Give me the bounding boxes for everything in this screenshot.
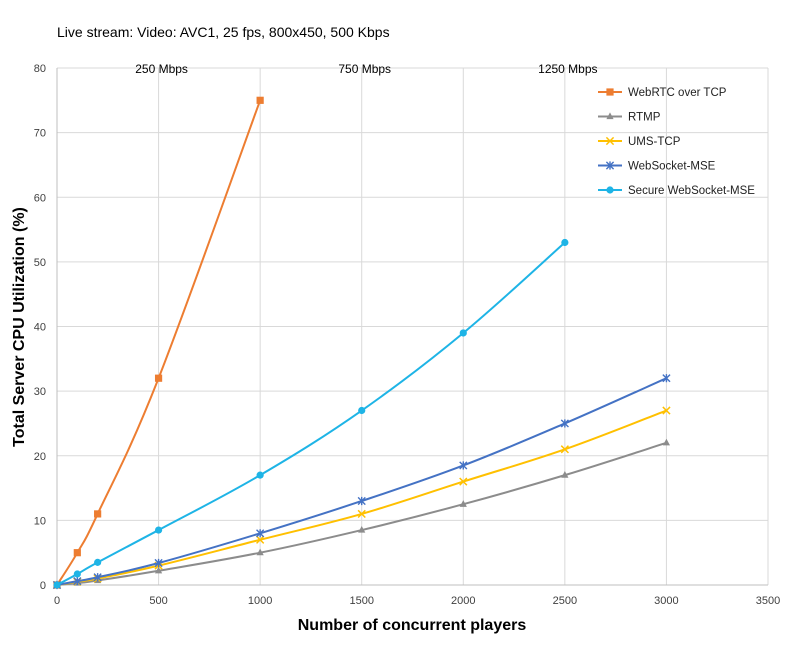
axes: 0 500 1000 1500 2000 2500 3000 3500 0 10 20 30 40 50 6… [34, 63, 780, 607]
x-axis-title: Number of concurrent players [298, 617, 527, 634]
data-point [561, 471, 569, 478]
data-point [93, 573, 102, 582]
x-tick-label: 500 [149, 595, 167, 607]
bandwidth-label: 750 Mbps [338, 62, 391, 76]
data-point [256, 96, 264, 104]
data-point [606, 88, 614, 96]
data-point [606, 186, 614, 194]
data-point [459, 477, 468, 486]
y-tick-label: 80 [34, 63, 46, 75]
x-tick-label: 3500 [756, 595, 780, 607]
y-tick-label: 50 [34, 257, 46, 269]
series-line [56, 441, 667, 586]
data-point [154, 374, 163, 382]
legend-label: RTMP [628, 112, 661, 124]
data-point [560, 445, 569, 454]
legend-label: WebSocket-MSE [628, 161, 716, 173]
y-tick-label: 0 [40, 580, 46, 592]
series-secure-websocket-mse [53, 238, 569, 589]
legend-label: UMS-TCP [628, 136, 681, 148]
y-tick-label: 30 [34, 386, 46, 398]
data-point [662, 438, 671, 446]
data-point [459, 329, 467, 337]
data-point [256, 471, 264, 479]
legend-entry: RTMP [598, 112, 661, 124]
data-point [560, 419, 569, 428]
y-tick-label: 60 [34, 192, 46, 204]
data-point [256, 529, 265, 538]
series-lines [52, 96, 671, 590]
data-point [605, 136, 615, 146]
x-tick-label: 3000 [654, 595, 678, 607]
data-point [73, 549, 81, 557]
data-point [53, 581, 61, 589]
legend-entry: WebSocket-MSE [598, 161, 716, 173]
x-tick-label: 2500 [553, 595, 577, 607]
data-point [256, 535, 265, 544]
x-tick-label: 1000 [248, 595, 272, 607]
legend: WebRTC over TCP RTMP UMS-TCP WebSocket-MSE S… [598, 87, 755, 197]
data-point [73, 577, 82, 586]
data-point [662, 406, 671, 415]
series-line [56, 377, 667, 586]
data-point [662, 374, 671, 383]
bandwidth-annotations: 250 Mbps 750 Mbps 1250 Mbps [135, 62, 597, 76]
bandwidth-label: 1250 Mbps [538, 62, 597, 76]
series-line [56, 241, 566, 586]
y-tick-label: 70 [34, 128, 46, 140]
chart-title: Live stream: Video: AVC1, 25 fps, 800x45… [57, 24, 390, 40]
legend-entry: WebRTC over TCP [598, 87, 727, 99]
data-point [459, 461, 468, 470]
data-point [73, 570, 81, 578]
data-point [358, 525, 366, 533]
data-point [605, 161, 615, 170]
data-point [358, 406, 366, 415]
legend-entry: UMS-TCP [598, 136, 681, 148]
data-point [561, 238, 569, 247]
data-point [94, 510, 102, 518]
legend-label: Secure WebSocket-MSE [628, 185, 755, 197]
x-tick-label: 1500 [349, 595, 373, 607]
data-point [256, 548, 264, 556]
gridlines [57, 67, 769, 585]
data-point [154, 526, 163, 534]
data-point [154, 566, 163, 574]
data-point [154, 558, 163, 568]
data-point [459, 500, 467, 507]
data-point [357, 496, 366, 506]
legend-label: WebRTC over TCP [628, 87, 727, 99]
y-tick-label: 40 [34, 322, 46, 334]
y-tick-label: 10 [34, 515, 46, 527]
bandwidth-label: 250 Mbps [135, 62, 188, 76]
x-tick-label: 2000 [451, 595, 475, 607]
data-point [606, 112, 614, 120]
legend-entry: Secure WebSocket-MSE [598, 185, 755, 197]
x-tick-label: 0 [54, 595, 60, 607]
y-tick-label: 20 [34, 451, 46, 463]
data-point [94, 558, 102, 566]
y-axis-title: Total Server CPU Utilization (%) [11, 207, 28, 447]
data-point [357, 509, 366, 519]
